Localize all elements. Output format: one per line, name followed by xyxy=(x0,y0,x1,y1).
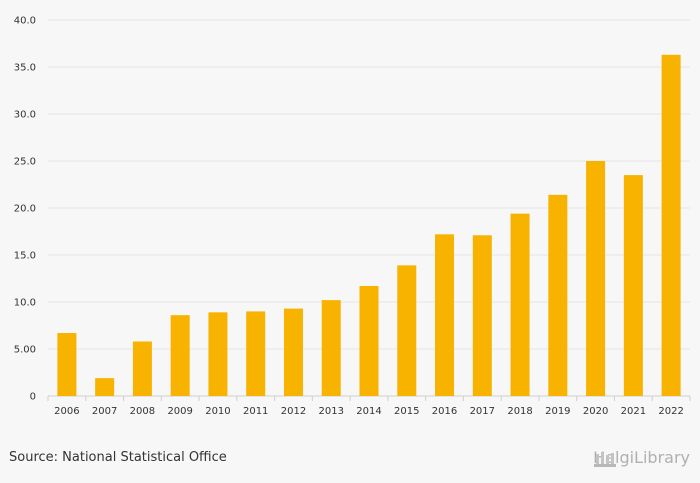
brand-name: HelgiLibrary xyxy=(593,448,690,467)
bar-2017 xyxy=(472,235,492,396)
x-tick-label: 2015 xyxy=(394,406,419,417)
bar-2020 xyxy=(586,161,606,396)
x-tick-label: 2020 xyxy=(583,406,608,417)
y-axis-ticks: 0 5.00 10.0 15.0 20.0 25.0 30.0 35.0 40.0 xyxy=(14,16,36,403)
x-tick-label: 2022 xyxy=(658,406,683,417)
x-tick-label: 2018 xyxy=(507,406,532,417)
source-note: Source: National Statistical Office xyxy=(9,450,227,465)
bar-2014 xyxy=(359,286,379,396)
library-icon xyxy=(594,452,617,467)
bar-2009 xyxy=(170,315,190,396)
y-tick-label: 30.0 xyxy=(14,110,36,121)
x-tick-label: 2014 xyxy=(356,406,381,417)
y-tick-label: 25.0 xyxy=(14,157,36,168)
x-axis: 2006 2007 2008 2009 2010 2011 2012 2013 2014 2015… xyxy=(47,396,691,417)
y-tick-label: 35.0 xyxy=(14,63,36,74)
x-tick-label: 2019 xyxy=(545,406,570,417)
y-tick-label: 0 xyxy=(30,392,36,403)
x-tick-label: 2013 xyxy=(319,406,344,417)
y-tick-label: 20.0 xyxy=(14,204,36,215)
bar-2021 xyxy=(623,175,643,396)
x-tick-label: 2008 xyxy=(130,406,155,417)
x-tick-label: 2012 xyxy=(281,406,306,417)
x-tick-label: 2011 xyxy=(243,406,268,417)
bar-2022 xyxy=(661,54,681,396)
bar-2015 xyxy=(397,265,417,396)
bar-2013 xyxy=(321,300,341,396)
bar-2010 xyxy=(208,312,228,396)
x-tick-label: 2007 xyxy=(92,406,117,417)
y-tick-label: 15.0 xyxy=(14,251,36,262)
bar-2008 xyxy=(132,341,152,396)
bars xyxy=(57,54,681,396)
x-tick-label: 2017 xyxy=(470,406,495,417)
y-tick-label: 5.00 xyxy=(14,345,36,356)
bar-2016 xyxy=(435,234,455,396)
bar-2007 xyxy=(95,378,115,396)
x-tick-label: 2016 xyxy=(432,406,457,417)
x-tick-label: 2010 xyxy=(205,406,230,417)
x-tick-label: 2021 xyxy=(621,406,646,417)
brand-logo: HelgiLibrary xyxy=(593,448,690,467)
bar-2011 xyxy=(246,311,266,396)
bar-2018 xyxy=(510,213,530,396)
bar-2012 xyxy=(283,308,303,396)
x-tick-label: 2006 xyxy=(54,406,79,417)
y-tick-label: 40.0 xyxy=(14,16,36,27)
grid-lines xyxy=(48,19,690,397)
bar-2006 xyxy=(57,333,77,396)
x-tick-label: 2009 xyxy=(167,406,192,417)
bar-2019 xyxy=(548,194,568,396)
y-tick-label: 10.0 xyxy=(14,298,36,309)
